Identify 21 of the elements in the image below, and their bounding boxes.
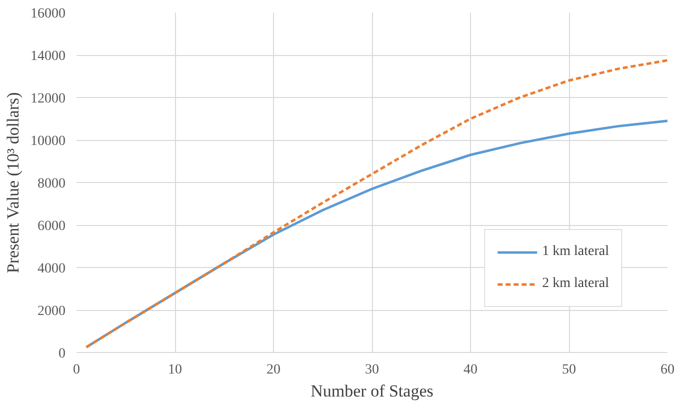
x-tick-label: 30 bbox=[365, 362, 379, 378]
y-tick-label: 14000 bbox=[30, 49, 66, 64]
legend-label: 2 km lateral bbox=[542, 276, 609, 292]
y-tick-label: 2000 bbox=[38, 304, 66, 319]
x-tick-label: 0 bbox=[73, 362, 80, 378]
y-tick-label: 6000 bbox=[38, 219, 66, 234]
y-tick-label: 8000 bbox=[38, 176, 66, 192]
x-tick-label: 50 bbox=[562, 362, 576, 378]
x-tick-label: 60 bbox=[660, 362, 674, 378]
legend-label: 1 km lateral bbox=[542, 244, 609, 260]
x-axis-title: Number of Stages bbox=[310, 382, 434, 400]
y-tick-label: 10000 bbox=[30, 134, 66, 149]
x-tick-label: 20 bbox=[266, 362, 280, 378]
x-tick-label: 40 bbox=[464, 362, 478, 378]
y-axis-title: Present Value (10³ dollars) bbox=[4, 92, 22, 274]
y-tick-label: 16000 bbox=[30, 6, 66, 22]
y-tick-label: 4000 bbox=[38, 262, 66, 276]
x-tick-label: 10 bbox=[168, 362, 182, 378]
y-tick-label: 12000 bbox=[30, 92, 66, 106]
line-series bbox=[85, 59, 668, 348]
y-tick-label: 0 bbox=[58, 346, 66, 362]
